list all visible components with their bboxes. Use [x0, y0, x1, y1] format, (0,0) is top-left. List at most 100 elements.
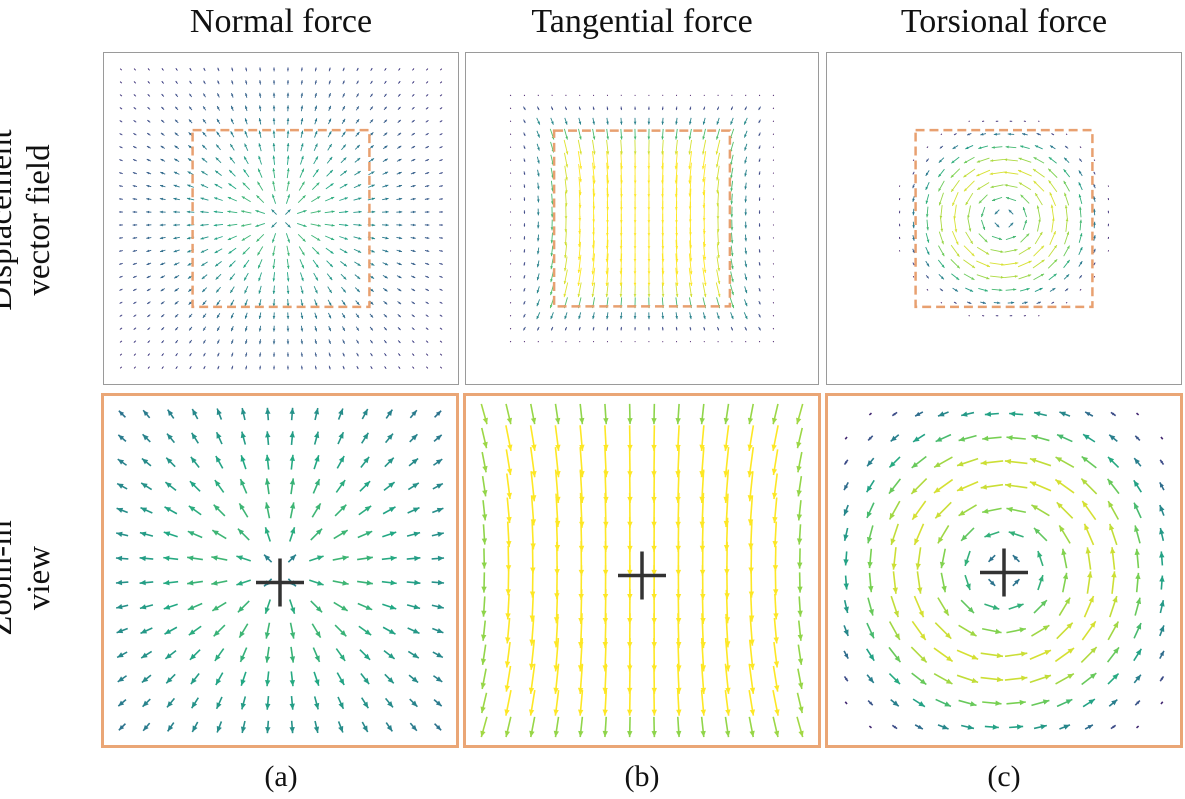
vector-arrow: [354, 170, 361, 176]
vector-arrow: [147, 81, 151, 84]
vector-arrow: [703, 94, 705, 97]
vector-arrow: [703, 340, 705, 343]
vector-arrow: [602, 716, 608, 738]
vector-arrow: [866, 622, 875, 639]
vector-arrow: [950, 244, 960, 257]
vector-arrow: [337, 696, 345, 710]
vector-arrow: [263, 554, 273, 563]
vector-arrow: [1059, 411, 1071, 417]
vector-arrow: [564, 243, 568, 259]
vector-arrow: [431, 579, 445, 586]
caption-c: (c): [987, 760, 1021, 793]
vector-arrow: [633, 117, 637, 125]
vector-arrow: [133, 353, 137, 356]
vector-arrow: [537, 169, 540, 177]
vector-arrow: [140, 627, 153, 635]
vector-arrow: [1004, 482, 1028, 489]
vector-arrow: [310, 600, 323, 613]
vector-arrow: [117, 434, 127, 442]
vector-arrow: [384, 457, 395, 468]
vector-arrow: [772, 185, 774, 187]
vector-arrow: [146, 171, 152, 175]
vector-arrow: [424, 249, 430, 252]
vector-arrow: [115, 579, 129, 586]
vector-arrow: [175, 67, 178, 71]
vector-arrow: [286, 130, 290, 139]
vector-arrow: [688, 175, 692, 197]
vector-arrow: [523, 132, 526, 137]
vector-arrow: [341, 144, 347, 151]
vector-arrow: [215, 157, 222, 164]
vector-arrow: [240, 696, 247, 710]
vector-arrow: [550, 106, 554, 111]
vector-arrow: [537, 94, 539, 97]
vector-arrow: [258, 312, 262, 320]
vector-arrow: [271, 209, 277, 215]
vector-arrow: [361, 721, 369, 733]
vector-arrow: [1029, 674, 1052, 684]
vector-arrow: [702, 176, 706, 196]
vector-arrow: [968, 120, 970, 122]
vector-arrow: [146, 288, 151, 292]
vector-arrow: [258, 325, 262, 332]
vector-arrow: [984, 724, 999, 730]
vector-arrow: [188, 106, 193, 111]
vector-arrow: [912, 208, 915, 216]
vector-arrow: [314, 365, 317, 370]
vector-arrow: [744, 169, 747, 177]
vector-arrow: [579, 447, 585, 478]
vector-arrow: [1078, 233, 1083, 243]
vector-arrow: [396, 197, 403, 201]
vector-arrow: [689, 94, 691, 96]
vector-arrow: [160, 301, 165, 305]
vector-arrow: [797, 644, 804, 665]
vector-arrow: [981, 219, 986, 231]
vector-arrow: [564, 178, 568, 194]
vector-arrow: [259, 80, 262, 85]
vector-arrow: [675, 117, 678, 125]
vector-arrow: [702, 117, 706, 125]
vector-arrow: [688, 128, 692, 140]
vector-arrow: [481, 620, 487, 641]
vector-arrow: [578, 106, 581, 111]
vector-arrow: [758, 313, 761, 318]
vector-arrow: [579, 340, 581, 343]
vector-arrow: [592, 326, 595, 331]
vector-arrow: [119, 107, 123, 110]
vector-arrow: [310, 210, 322, 214]
vector-arrow: [1056, 501, 1074, 519]
vector-arrow: [313, 156, 319, 165]
vector-arrow: [239, 647, 248, 663]
vector-arrow: [967, 218, 972, 232]
vector-arrow: [674, 139, 678, 155]
vector-arrow: [215, 696, 223, 710]
vector-arrow: [370, 365, 373, 370]
vector-arrow: [163, 531, 178, 538]
vector-arrow: [333, 529, 349, 540]
vector-arrow: [408, 457, 419, 467]
vector-arrow: [432, 507, 444, 514]
vector-arrow: [771, 449, 779, 476]
vector-arrow: [439, 327, 443, 330]
vector-arrow: [382, 506, 396, 515]
vector-arrow: [411, 145, 416, 149]
vector-arrow: [772, 302, 775, 304]
vector-arrow: [627, 425, 633, 451]
vector-arrow: [173, 210, 180, 214]
vector-arrow: [563, 128, 568, 140]
vector-arrow: [689, 326, 692, 331]
vector-arrow: [578, 176, 582, 196]
vector-arrow: [272, 155, 276, 165]
vector-arrow: [255, 222, 265, 227]
vector-arrow: [189, 365, 192, 370]
vector-arrow: [651, 447, 657, 478]
vector-arrow: [912, 196, 915, 202]
vector-arrow: [912, 262, 915, 266]
vector-arrow: [744, 143, 748, 151]
vector-arrow: [773, 641, 780, 668]
vector-arrow: [186, 210, 195, 214]
vector-arrow: [314, 92, 317, 98]
zoom-region-dashed-box: [552, 129, 732, 308]
vector-arrow: [723, 403, 730, 425]
vector-arrow: [717, 106, 720, 111]
